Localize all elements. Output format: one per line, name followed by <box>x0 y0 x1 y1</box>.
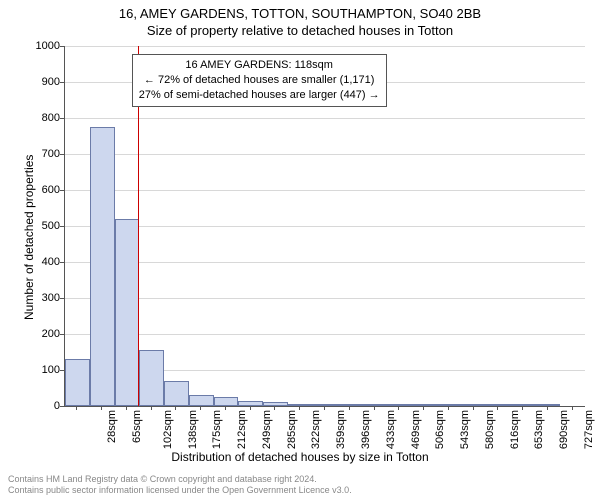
y-tick-mark <box>60 154 64 155</box>
x-tick-mark <box>151 406 152 410</box>
y-tick-label: 900 <box>26 76 60 88</box>
gridline <box>65 154 585 155</box>
histogram-bar <box>139 350 164 406</box>
x-tick-label: 359sqm <box>335 410 347 449</box>
x-tick-mark <box>448 406 449 410</box>
y-tick-label: 100 <box>26 364 60 376</box>
y-tick-label: 300 <box>26 292 60 304</box>
gridline <box>65 46 585 47</box>
annotation-line: 16 AMEY GARDENS: 118sqm <box>139 58 380 73</box>
gridline <box>65 298 585 299</box>
gridline <box>65 334 585 335</box>
y-tick-label: 200 <box>26 328 60 340</box>
x-tick-mark <box>497 406 498 410</box>
y-tick-label: 400 <box>26 256 60 268</box>
chart-title-main: 16, AMEY GARDENS, TOTTON, SOUTHAMPTON, S… <box>0 0 600 21</box>
annotation-line: ← 72% of detached houses are smaller (1,… <box>139 73 380 88</box>
x-tick-mark <box>200 406 201 410</box>
histogram-bar <box>115 219 140 406</box>
y-tick-mark <box>60 118 64 119</box>
y-tick-mark <box>60 406 64 407</box>
x-tick-mark <box>299 406 300 410</box>
x-tick-label: 175sqm <box>212 410 224 449</box>
histogram-bar <box>362 404 387 406</box>
x-tick-mark <box>101 406 102 410</box>
histogram-bar <box>436 404 461 406</box>
x-tick-label: 396sqm <box>360 410 372 449</box>
x-tick-mark <box>398 406 399 410</box>
y-tick-label: 500 <box>26 220 60 232</box>
x-tick-mark <box>324 406 325 410</box>
footer-line1: Contains HM Land Registry data © Crown c… <box>8 474 352 485</box>
x-tick-label: 690sqm <box>558 410 570 449</box>
x-tick-label: 65sqm <box>131 410 143 443</box>
y-tick-mark <box>60 370 64 371</box>
x-tick-label: 249sqm <box>261 410 273 449</box>
x-tick-label: 138sqm <box>187 410 199 449</box>
x-tick-label: 469sqm <box>410 410 422 449</box>
x-tick-mark <box>175 406 176 410</box>
chart-title-sub: Size of property relative to detached ho… <box>0 21 600 38</box>
histogram-bar <box>461 404 486 406</box>
x-tick-mark <box>547 406 548 410</box>
annotation-line: 27% of semi-detached houses are larger (… <box>139 88 380 103</box>
x-tick-label: 543sqm <box>459 410 471 449</box>
x-tick-label: 580sqm <box>484 410 496 449</box>
x-tick-mark <box>225 406 226 410</box>
y-tick-mark <box>60 298 64 299</box>
x-tick-label: 433sqm <box>385 410 397 449</box>
y-tick-label: 800 <box>26 112 60 124</box>
histogram-bar <box>238 401 263 406</box>
x-tick-label: 285sqm <box>286 410 298 449</box>
x-tick-mark <box>522 406 523 410</box>
x-tick-mark <box>374 406 375 410</box>
footer-attribution: Contains HM Land Registry data © Crown c… <box>8 474 352 496</box>
x-tick-mark <box>274 406 275 410</box>
x-tick-label: 28sqm <box>106 410 118 443</box>
histogram-bar <box>535 404 560 406</box>
gridline <box>65 118 585 119</box>
x-tick-label: 653sqm <box>533 410 545 449</box>
histogram-bar <box>337 404 362 406</box>
histogram-bar <box>214 397 239 406</box>
x-tick-label: 727sqm <box>583 410 595 449</box>
x-tick-mark <box>349 406 350 410</box>
x-tick-label: 616sqm <box>509 410 521 449</box>
y-tick-label: 1000 <box>26 40 60 52</box>
histogram-bar <box>189 395 214 406</box>
y-tick-mark <box>60 226 64 227</box>
annotation-box: 16 AMEY GARDENS: 118sqm← 72% of detached… <box>132 54 387 107</box>
gridline <box>65 190 585 191</box>
x-tick-mark <box>423 406 424 410</box>
gridline <box>65 262 585 263</box>
x-axis-label: Distribution of detached houses by size … <box>0 450 600 464</box>
histogram-bar <box>164 381 189 406</box>
histogram-bar <box>90 127 115 406</box>
x-tick-mark <box>76 406 77 410</box>
histogram-bar <box>263 402 288 406</box>
x-tick-mark <box>572 406 573 410</box>
footer-line2: Contains public sector information licen… <box>8 485 352 496</box>
histogram-bar <box>65 359 90 406</box>
y-tick-label: 0 <box>26 400 60 412</box>
x-tick-label: 322sqm <box>311 410 323 449</box>
x-tick-label: 506sqm <box>434 410 446 449</box>
y-tick-mark <box>60 46 64 47</box>
y-tick-mark <box>60 190 64 191</box>
x-tick-mark <box>126 406 127 410</box>
y-tick-label: 600 <box>26 184 60 196</box>
gridline <box>65 226 585 227</box>
y-tick-label: 700 <box>26 148 60 160</box>
x-tick-mark <box>250 406 251 410</box>
y-tick-mark <box>60 262 64 263</box>
x-tick-label: 212sqm <box>236 410 248 449</box>
x-tick-label: 102sqm <box>162 410 174 449</box>
y-tick-mark <box>60 334 64 335</box>
y-tick-mark <box>60 82 64 83</box>
x-tick-mark <box>473 406 474 410</box>
